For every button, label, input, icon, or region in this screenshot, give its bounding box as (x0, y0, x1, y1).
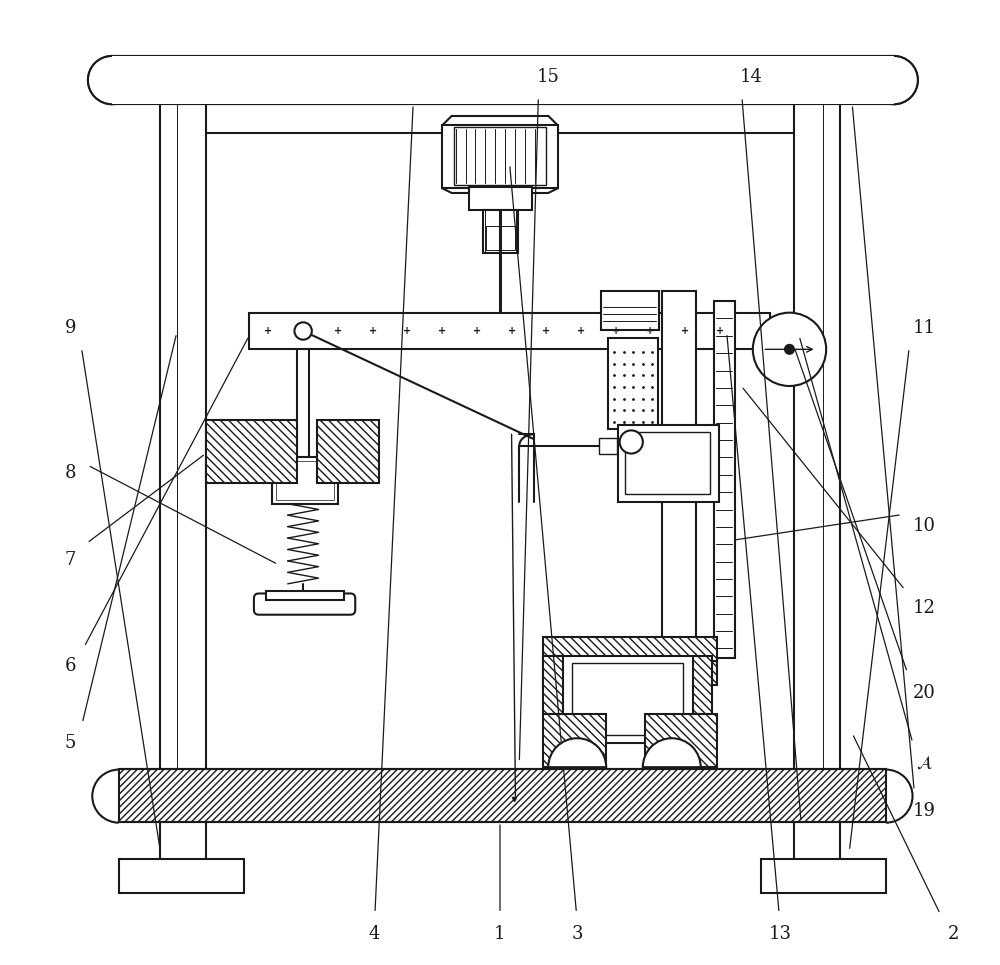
Text: 4: 4 (369, 925, 380, 943)
Circle shape (753, 313, 826, 386)
Bar (572, 663, 683, 735)
Text: 7: 7 (65, 551, 76, 568)
Bar (645, 714, 717, 767)
Text: 1: 1 (494, 925, 506, 943)
Text: +: + (473, 326, 481, 336)
Bar (442, 125, 558, 188)
Bar (543, 656, 563, 714)
Text: +: + (577, 326, 585, 336)
Bar (469, 187, 532, 210)
Bar (761, 859, 886, 893)
Text: +: + (542, 326, 550, 336)
Text: $\mathcal{A}$: $\mathcal{A}$ (916, 754, 933, 771)
Text: +: + (716, 326, 724, 336)
Text: 20: 20 (913, 684, 936, 702)
Text: +: + (438, 326, 446, 336)
Bar (543, 637, 717, 661)
Bar (266, 591, 344, 600)
Text: +: + (334, 326, 342, 336)
Bar (693, 656, 712, 714)
Wedge shape (643, 738, 701, 767)
Text: 13: 13 (768, 925, 791, 943)
Bar (112, 56, 894, 104)
Bar (543, 661, 717, 685)
Bar (272, 457, 338, 504)
Text: +: + (681, 326, 689, 336)
Text: +: + (403, 326, 411, 336)
Text: 6: 6 (65, 657, 76, 675)
Text: +: + (264, 326, 272, 336)
Text: +: + (612, 326, 620, 336)
Bar (558, 656, 698, 743)
Text: 10: 10 (913, 517, 936, 535)
Bar (601, 291, 659, 330)
Text: 14: 14 (739, 69, 762, 86)
Bar (249, 313, 732, 349)
Circle shape (870, 56, 918, 104)
Text: +: + (508, 326, 516, 336)
Bar (599, 438, 617, 454)
Bar (276, 461, 334, 500)
Bar (625, 432, 710, 494)
Text: 3: 3 (571, 925, 583, 943)
Bar (543, 714, 606, 767)
FancyBboxPatch shape (254, 593, 355, 615)
Text: +: + (646, 326, 655, 336)
Circle shape (294, 322, 312, 340)
Text: 19: 19 (913, 802, 936, 819)
Bar (317, 420, 379, 482)
Circle shape (88, 56, 136, 104)
Text: 12: 12 (913, 599, 936, 617)
FancyBboxPatch shape (276, 465, 334, 498)
Bar (483, 210, 518, 253)
Bar (112, 56, 894, 104)
Bar (454, 127, 546, 185)
Text: 9: 9 (65, 319, 76, 337)
Wedge shape (548, 738, 606, 767)
Text: +: + (369, 326, 377, 336)
Bar (206, 420, 297, 482)
Text: 8: 8 (65, 464, 76, 482)
Bar (732, 313, 770, 349)
Bar (714, 301, 735, 658)
Text: +: + (299, 326, 307, 336)
Text: 2: 2 (948, 925, 959, 943)
Bar (618, 425, 719, 502)
Bar (119, 859, 244, 893)
Text: 11: 11 (913, 319, 936, 337)
Bar (608, 338, 658, 429)
Circle shape (620, 430, 643, 454)
Bar (486, 226, 515, 250)
Bar (119, 769, 886, 822)
Text: 15: 15 (537, 69, 560, 86)
Text: 5: 5 (65, 734, 76, 752)
Circle shape (785, 345, 794, 354)
Bar (662, 291, 696, 666)
